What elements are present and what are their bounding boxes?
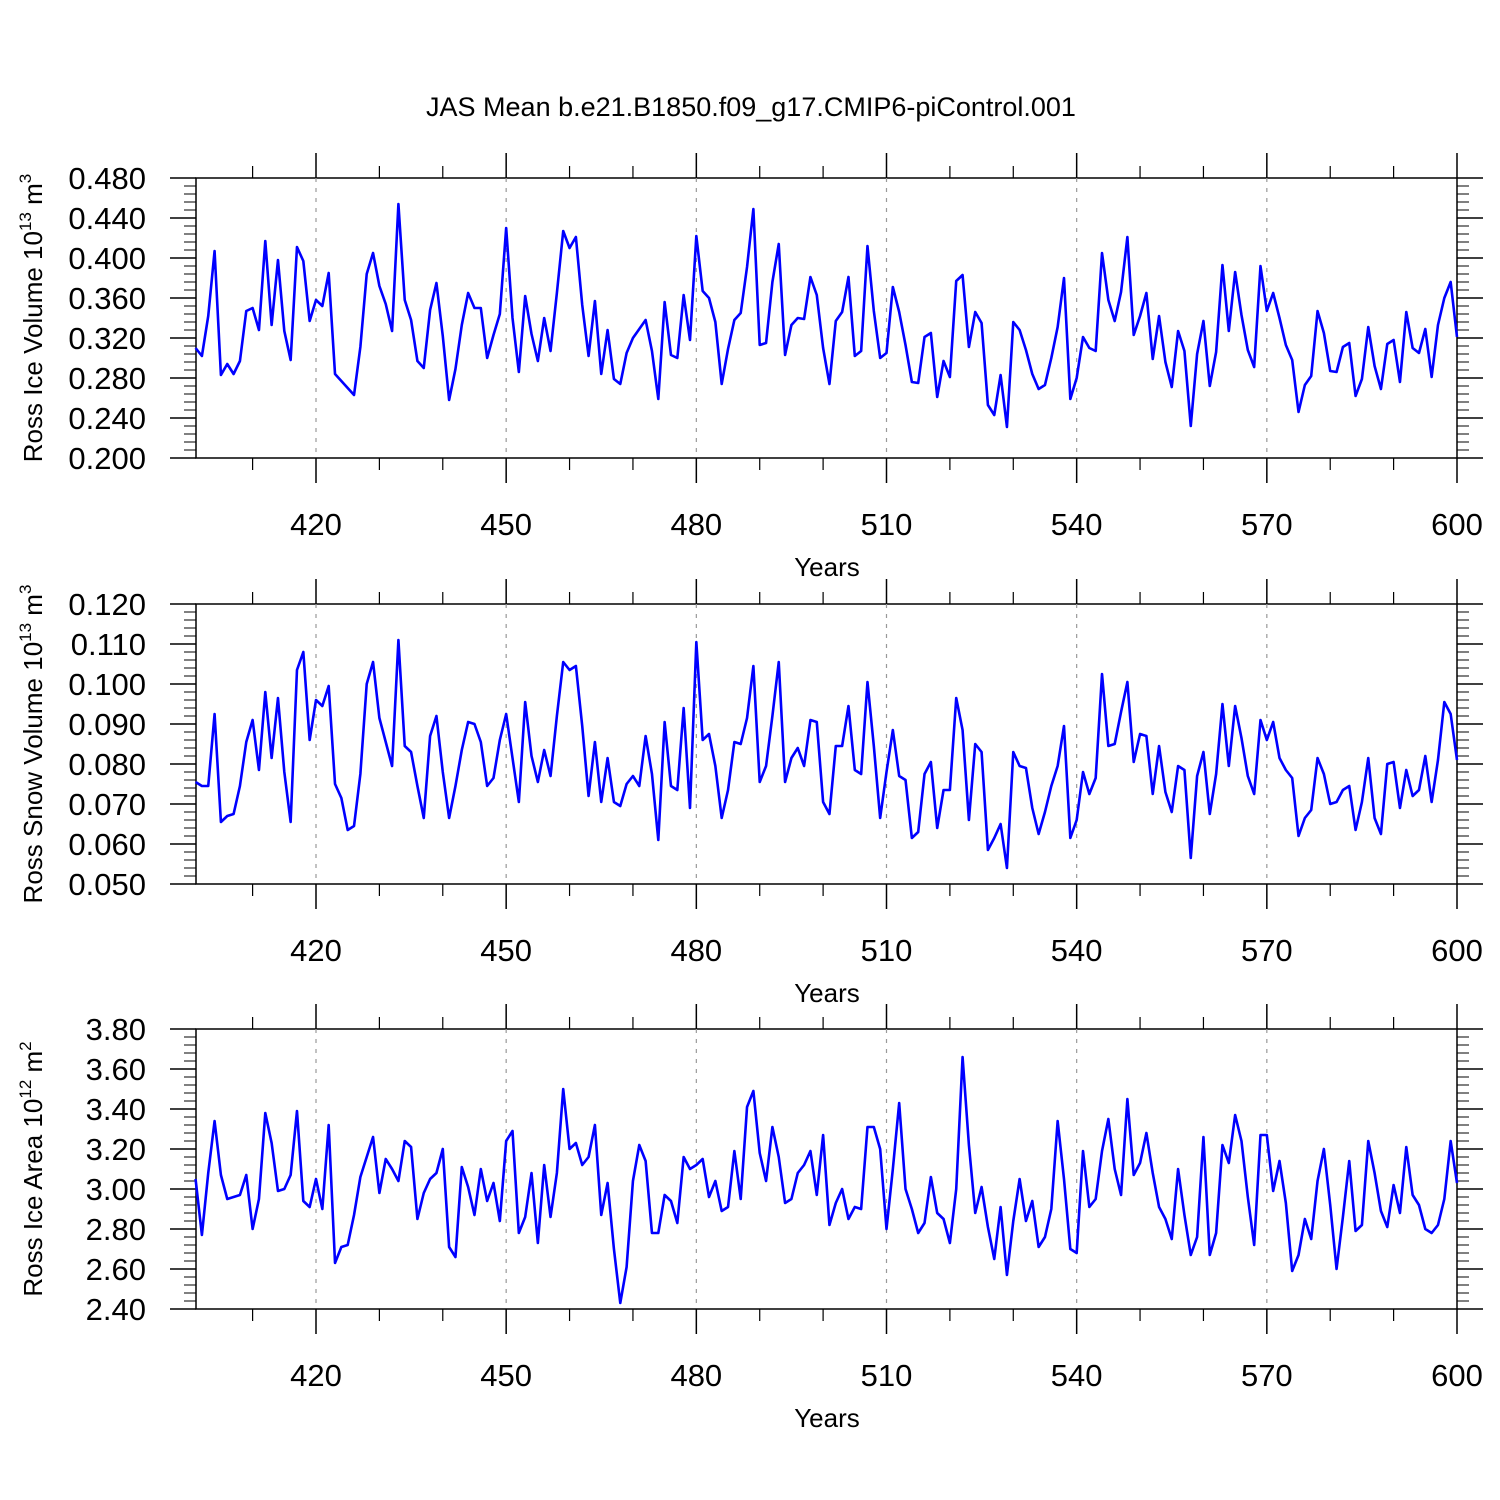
y-tick-label: 2.40 (86, 1292, 146, 1327)
x-tick-label: 450 (480, 1358, 532, 1393)
y-tick-label: 3.60 (86, 1052, 146, 1087)
x-tick-label: 570 (1241, 507, 1293, 542)
x-axis-label: Years (794, 1403, 860, 1433)
x-axis-label: Years (794, 978, 860, 1008)
panel-ice-volume: 420 450 480 510 540 570 600 Years 0.200 0.240 0.28… (16, 153, 1483, 582)
x-tick-label: 450 (480, 507, 532, 542)
y-axis-label: Ross Ice Area 1012 m2 (16, 1041, 48, 1296)
y-tick-label: 0.240 (68, 401, 146, 436)
x-tick-label: 480 (670, 1358, 722, 1393)
y-tick-label: 0.280 (68, 361, 146, 396)
x-tick-label: 600 (1431, 1358, 1483, 1393)
panel-ice-area: 420 450 480 510 540 570 600 Years 2.40 2.60 2.80 3.… (16, 1004, 1483, 1433)
y-axis-label: Ross Ice Volume 1013 m3 (16, 174, 48, 463)
y-tick-label: 2.80 (86, 1212, 146, 1247)
x-tick-label: 420 (290, 1358, 342, 1393)
x-axis-label: Years (794, 552, 860, 582)
y-tick-label: 3.20 (86, 1132, 146, 1167)
y-axis-label: Ross Snow Volume 1013 m3 (16, 585, 48, 904)
y-tick-label: 0.200 (68, 441, 146, 476)
y-tick-label: 0.060 (68, 827, 146, 862)
x-tick-label: 600 (1431, 933, 1483, 968)
y-tick-label: 3.00 (86, 1172, 146, 1207)
series-line (194, 202, 1459, 429)
y-tick-label: 0.100 (68, 667, 146, 702)
y-tick-label: 0.080 (68, 747, 146, 782)
x-tick-label: 420 (290, 933, 342, 968)
x-tick-label: 510 (861, 933, 913, 968)
x-tick-label: 420 (290, 507, 342, 542)
panel-snow-volume: 420 450 480 510 540 570 600 Years 0.050 0.060 0.07… (16, 579, 1483, 1008)
x-tick-label: 510 (861, 507, 913, 542)
y-tick-label: 0.440 (68, 201, 146, 236)
x-tick-label: 540 (1051, 933, 1103, 968)
y-tick-label: 0.050 (68, 867, 146, 902)
y-tick-label: 0.110 (71, 627, 146, 662)
y-tick-label: 0.120 (68, 587, 146, 622)
y-tick-label: 0.400 (68, 241, 146, 276)
x-tick-label: 540 (1051, 1358, 1103, 1393)
y-tick-label: 3.80 (86, 1012, 146, 1047)
y-tick-label: 0.480 (68, 161, 146, 196)
y-tick-label: 2.60 (86, 1252, 146, 1287)
plot-frame (195, 603, 1458, 885)
plot-frame (195, 177, 1458, 459)
chart-title: JAS Mean b.e21.B1850.f09_g17.CMIP6-piCon… (426, 92, 1076, 122)
x-tick-label: 570 (1241, 1358, 1293, 1393)
y-tick-label: 0.090 (68, 707, 146, 742)
y-tick-label: 0.320 (68, 321, 146, 356)
series-line (194, 1055, 1459, 1305)
y-tick-label: 3.40 (86, 1092, 146, 1127)
plot-frame (195, 1028, 1458, 1310)
x-tick-label: 480 (670, 933, 722, 968)
y-tick-label: 0.070 (68, 787, 146, 822)
x-tick-label: 450 (480, 933, 532, 968)
x-tick-label: 570 (1241, 933, 1293, 968)
x-tick-label: 510 (861, 1358, 913, 1393)
x-tick-label: 480 (670, 507, 722, 542)
series-line (194, 638, 1459, 870)
x-tick-label: 540 (1051, 507, 1103, 542)
y-tick-label: 0.360 (68, 281, 146, 316)
x-tick-label: 600 (1431, 507, 1483, 542)
